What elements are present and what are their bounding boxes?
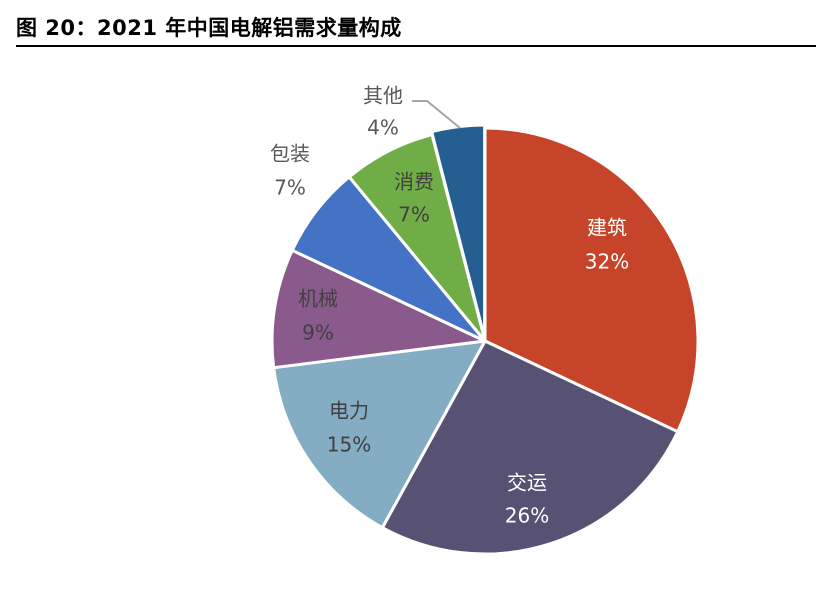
slice-label-6: 消费 [394,170,434,194]
slice-label-5: 包装 [270,142,310,166]
slice-value-label-6: 7% [398,203,430,227]
slice-label-1: 建筑 [587,216,627,240]
slice-label-2: 交运 [507,471,547,495]
pie-slice-3 [272,339,487,530]
title-underline [16,45,816,47]
pie-slice-4 [270,248,487,370]
slice-label-7: 其他 [363,84,403,108]
slice-value-label-3: 15% [327,433,371,457]
slice-value-label-2: 26% [505,504,549,528]
slice-label-4: 机械 [298,287,338,311]
pie-slice-1 [483,126,700,434]
slice-value-label-5: 7% [274,176,306,200]
slice-label-3: 电力 [329,399,369,423]
leader-lines [412,100,461,129]
slice-value-label-1: 32% [585,250,629,274]
pie-slices [270,123,700,556]
leader-line-other [412,100,461,129]
slice-labels: 建筑 32% 交运 26% 电力 15% 机械 9% 包装 7% 消费 7% 其他 4% [270,84,629,528]
slice-value-label-7: 4% [367,116,399,140]
slice-value-label-4: 9% [302,321,334,345]
figure-title: 图 20：2021 年中国电解铝需求量构成 [16,16,402,40]
